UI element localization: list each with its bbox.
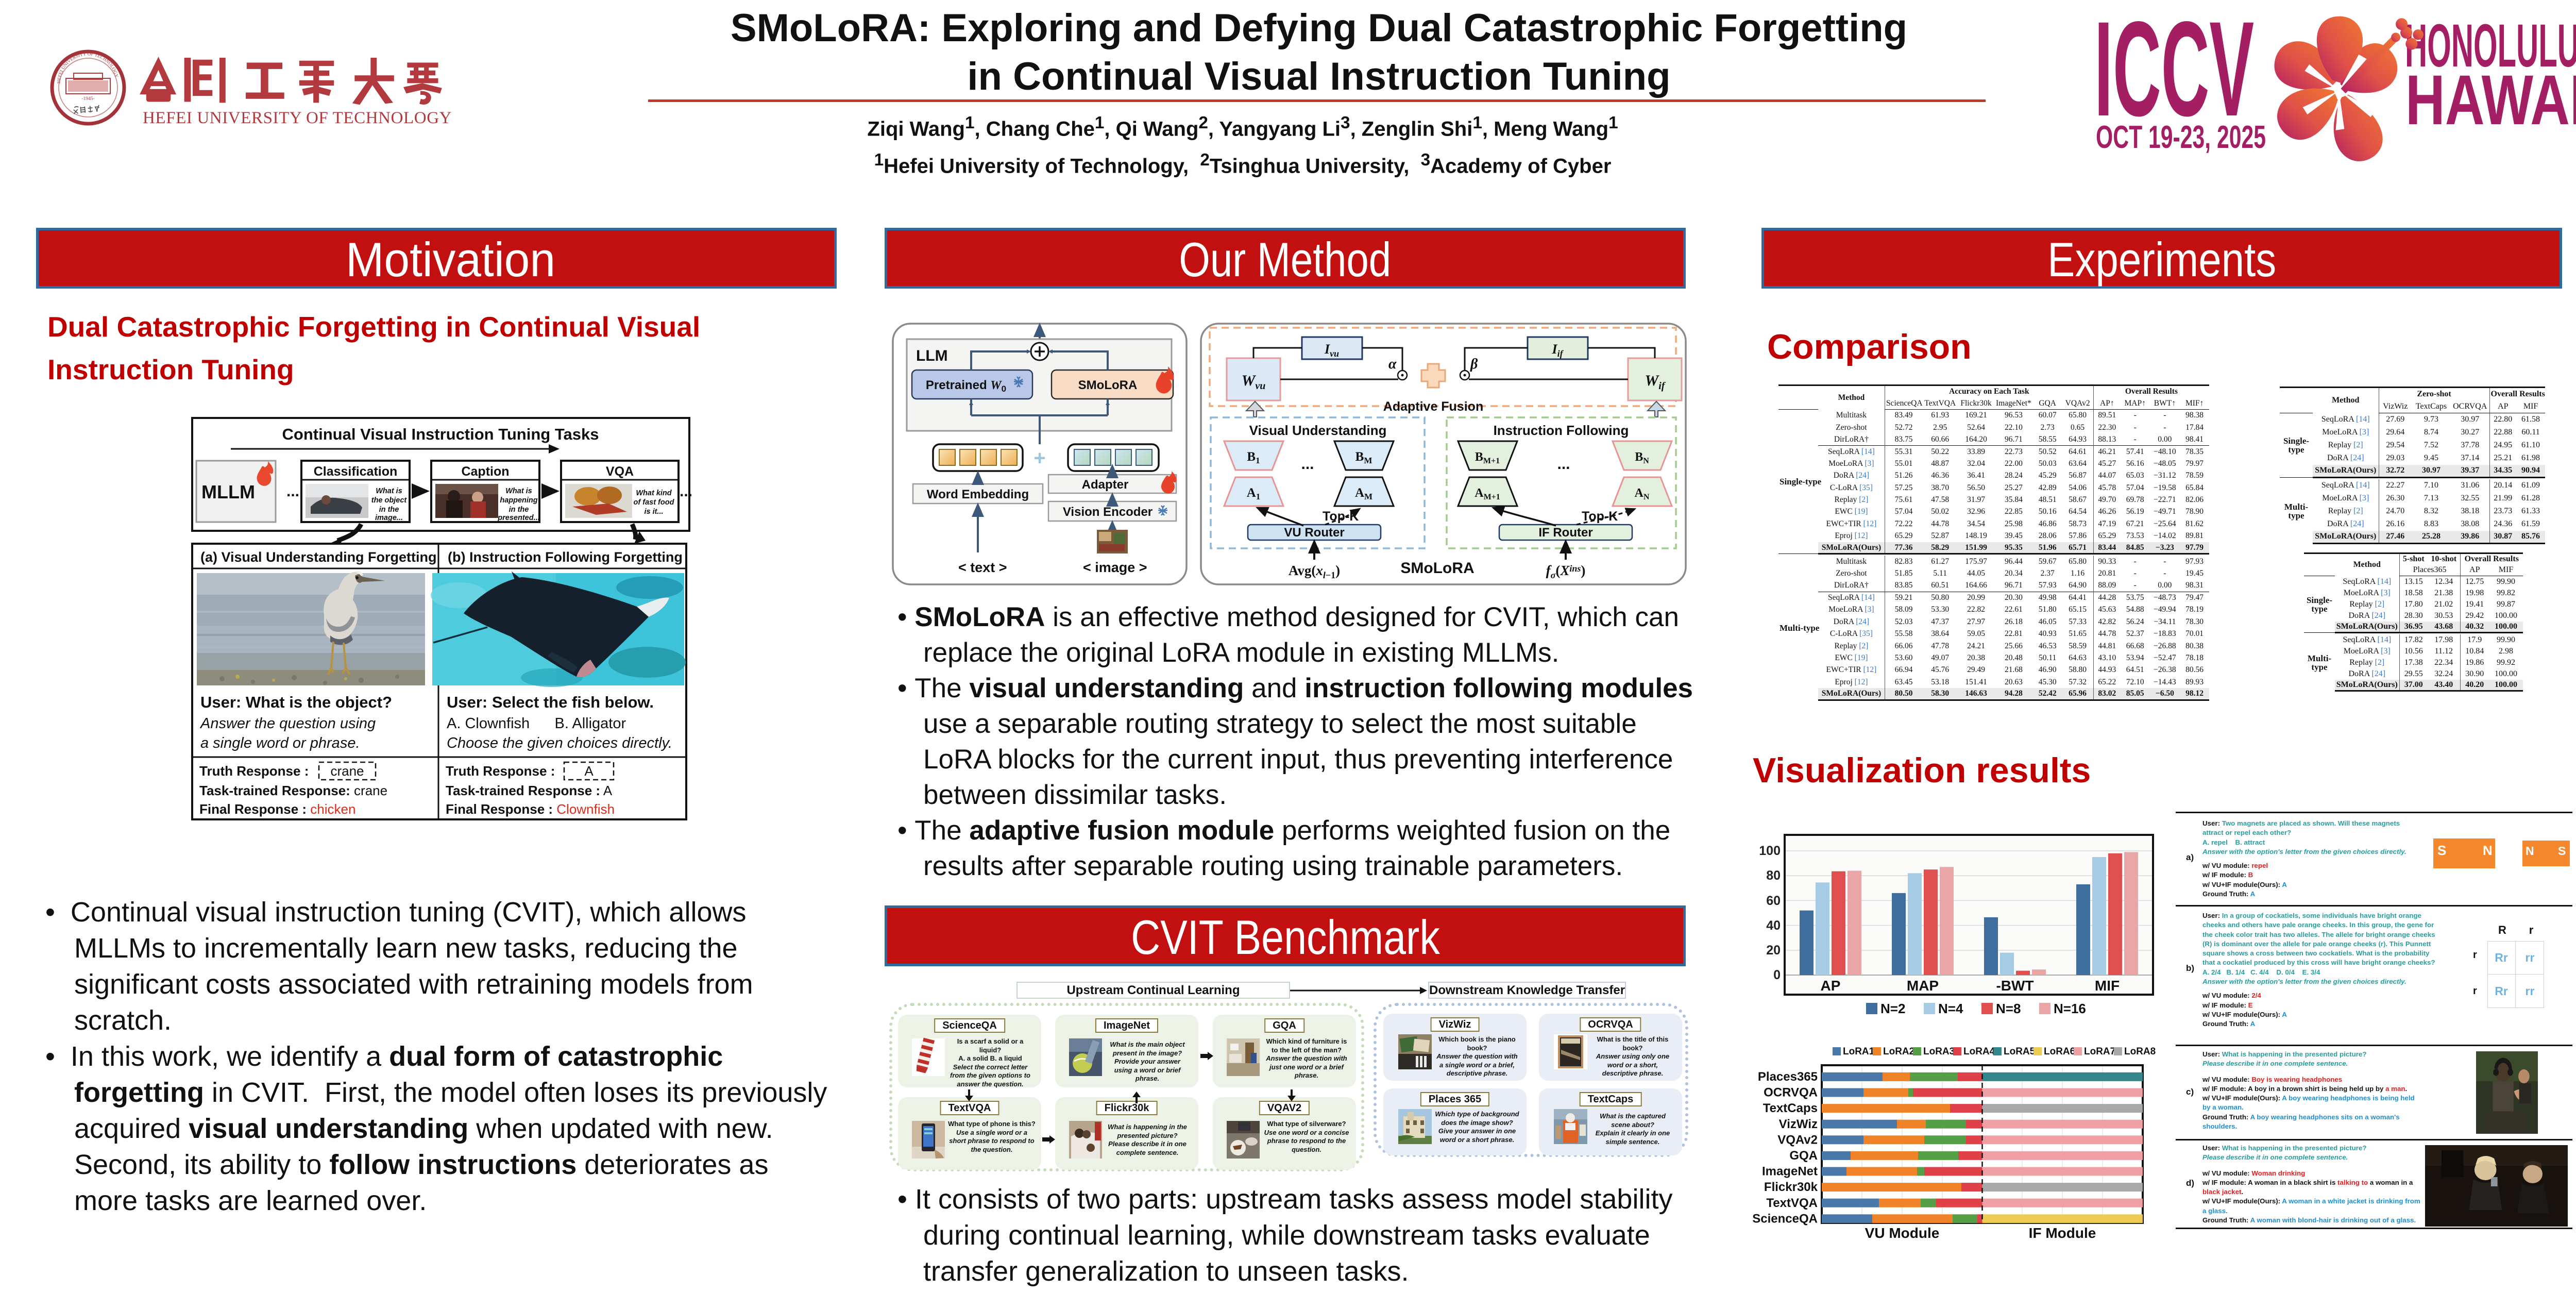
svg-text:α: α [1388, 356, 1397, 372]
svg-text:Flickr30k: Flickr30k [1764, 1180, 1818, 1194]
svg-text:ImageNet: ImageNet [1762, 1165, 1818, 1179]
svg-text:Top-K: Top-K [1323, 509, 1359, 524]
svg-text:Word Embedding: Word Embedding [927, 488, 1029, 501]
svg-text:User: Select the fish below.: User: Select the fish below. [447, 693, 654, 711]
svg-text:β: β [1470, 356, 1478, 372]
svg-text:LoRA5: LoRA5 [2004, 1046, 2036, 1057]
svg-text:(a) Visual Understanding Forge: (a) Visual Understanding Forgetting [200, 549, 437, 565]
svg-text:presented...: presented... [497, 514, 539, 522]
svg-text:SMoLoRA: SMoLoRA [1400, 560, 1474, 577]
svg-text:Iif: Iif [1551, 342, 1564, 359]
svg-text:ScienceQA: ScienceQA [1752, 1212, 1818, 1226]
svg-text:Task-trained Response : A: Task-trained Response : A [446, 783, 613, 798]
svg-text:HEFEI UNIVERSITY OF TECHNOLOGY: HEFEI UNIVERSITY OF TECHNOLOGY [143, 109, 452, 127]
svg-text:-BWT: -BWT [1996, 978, 2033, 994]
svg-text:LoRA2: LoRA2 [1883, 1046, 1914, 1057]
svg-text:Caption: Caption [461, 464, 509, 479]
svg-text:Pretrained W0: Pretrained W0 [926, 378, 1006, 394]
svg-text:User: What is the object?: User: What is the object? [200, 693, 392, 711]
svg-text:LoRA7: LoRA7 [2084, 1046, 2115, 1057]
svg-text:AP: AP [1821, 978, 1841, 994]
svg-text:HONOLULU: HONOLULU [2405, 12, 2576, 80]
svg-text:VU Router: VU Router [1284, 526, 1344, 540]
svg-text:LoRA1: LoRA1 [1843, 1046, 1875, 1057]
svg-text:Visual Understanding: Visual Understanding [1249, 423, 1387, 438]
svg-text:IF Module: IF Module [2029, 1225, 2096, 1241]
svg-text:OCT 19-23, 2025: OCT 19-23, 2025 [2096, 120, 2266, 155]
svg-text:...: ... [680, 483, 692, 500]
svg-text:LoRA4: LoRA4 [1963, 1046, 1995, 1057]
svg-text:LoRA6: LoRA6 [2044, 1046, 2075, 1057]
svg-text:< image >: < image > [1083, 560, 1147, 575]
svg-text:TextCaps: TextCaps [1763, 1101, 1818, 1115]
svg-text:0: 0 [1773, 968, 1781, 982]
svg-text:VQAv2: VQAv2 [1777, 1133, 1818, 1147]
svg-text:Places365: Places365 [1758, 1070, 1818, 1084]
svg-text:of fast food: of fast food [634, 498, 675, 507]
svg-text:N=8: N=8 [1996, 1001, 2021, 1016]
svg-text:A. Clownfish B. Alligator: A. Clownfish B. Alligator [447, 715, 626, 732]
svg-text:ICCV: ICCV [2094, 0, 2255, 144]
svg-text:Vision Encoder: Vision Encoder [1063, 505, 1153, 519]
svg-text:20: 20 [1766, 943, 1781, 958]
svg-text:80: 80 [1766, 868, 1781, 883]
svg-text:40: 40 [1766, 918, 1781, 933]
svg-text:Wvu: Wvu [1242, 372, 1266, 392]
svg-text:SMoLoRA: SMoLoRA [1078, 378, 1138, 392]
svg-text:is it...: is it... [644, 508, 663, 516]
svg-text:TextVQA: TextVQA [1766, 1196, 1818, 1210]
svg-text:(b) Instruction Following Forg: (b) Instruction Following Forgetting [448, 549, 683, 565]
svg-text:What is: What is [505, 487, 532, 495]
svg-text:Continual Visual Instruction T: Continual Visual Instruction Tuning Task… [282, 425, 599, 443]
svg-text:Answer the question using: Answer the question using [199, 715, 376, 732]
svg-text:What is: What is [376, 487, 402, 495]
svg-text:LLM: LLM [916, 347, 948, 364]
svg-text:N=2: N=2 [1880, 1001, 1905, 1016]
svg-text:Classification: Classification [314, 464, 398, 479]
svg-text:LoRA8: LoRA8 [2124, 1046, 2156, 1057]
svg-text:in the: in the [509, 506, 529, 514]
svg-text:Final Response : chicken: Final Response : chicken [199, 801, 355, 817]
svg-text:...: ... [286, 483, 299, 500]
svg-text:a single word or phrase.: a single word or phrase. [200, 735, 360, 751]
svg-text:Adapter: Adapter [1082, 478, 1129, 492]
svg-text:...: ... [1301, 456, 1314, 473]
svg-text:Final Response : Clownfish: Final Response : Clownfish [446, 801, 615, 817]
svg-text:Instruction Following: Instruction Following [1494, 423, 1629, 438]
svg-text:100: 100 [1759, 844, 1781, 858]
svg-text:MLLM: MLLM [201, 481, 255, 502]
svg-text:MIF: MIF [2095, 978, 2120, 994]
svg-text:VU Module: VU Module [1865, 1225, 1940, 1241]
svg-text:Truth Response :: Truth Response : [199, 763, 309, 779]
svg-text:LoRA3: LoRA3 [1923, 1046, 1955, 1057]
svg-text:60: 60 [1766, 894, 1781, 908]
svg-text:crane: crane [330, 763, 364, 779]
svg-text:N=16: N=16 [2054, 1001, 2086, 1016]
svg-text:OCRVQA: OCRVQA [1764, 1086, 1818, 1100]
svg-text:Task-trained Response: crane: Task-trained Response: crane [199, 783, 387, 798]
svg-text:VizWiz: VizWiz [1779, 1117, 1818, 1131]
svg-text:What kind: What kind [636, 489, 672, 497]
svg-text:B1: B1 [1247, 450, 1260, 465]
svg-text:Adaptive Fusion: Adaptive Fusion [1383, 399, 1483, 414]
svg-text:GQA: GQA [1789, 1149, 1818, 1163]
svg-text:in the: in the [379, 506, 399, 514]
svg-text:...: ... [1557, 456, 1570, 473]
svg-text:MAP: MAP [1907, 978, 1939, 994]
svg-text:image...: image... [375, 514, 403, 522]
svg-text:HAWAII: HAWAII [2405, 61, 2576, 140]
svg-text:< text >: < text > [958, 560, 1007, 575]
svg-text:Choose the given choices direc: Choose the given choices directly. [447, 735, 672, 751]
svg-text:Truth Response :: Truth Response : [446, 763, 555, 779]
svg-text:happening: happening [500, 496, 537, 505]
svg-text:-1945-: -1945- [81, 96, 94, 102]
svg-text:A: A [584, 763, 594, 779]
svg-text:VQA: VQA [606, 464, 634, 479]
svg-text:IF Router: IF Router [1538, 526, 1592, 540]
svg-text:the object: the object [371, 496, 408, 505]
svg-text:+: + [1033, 447, 1045, 469]
svg-text:N=4: N=4 [1938, 1001, 1963, 1016]
